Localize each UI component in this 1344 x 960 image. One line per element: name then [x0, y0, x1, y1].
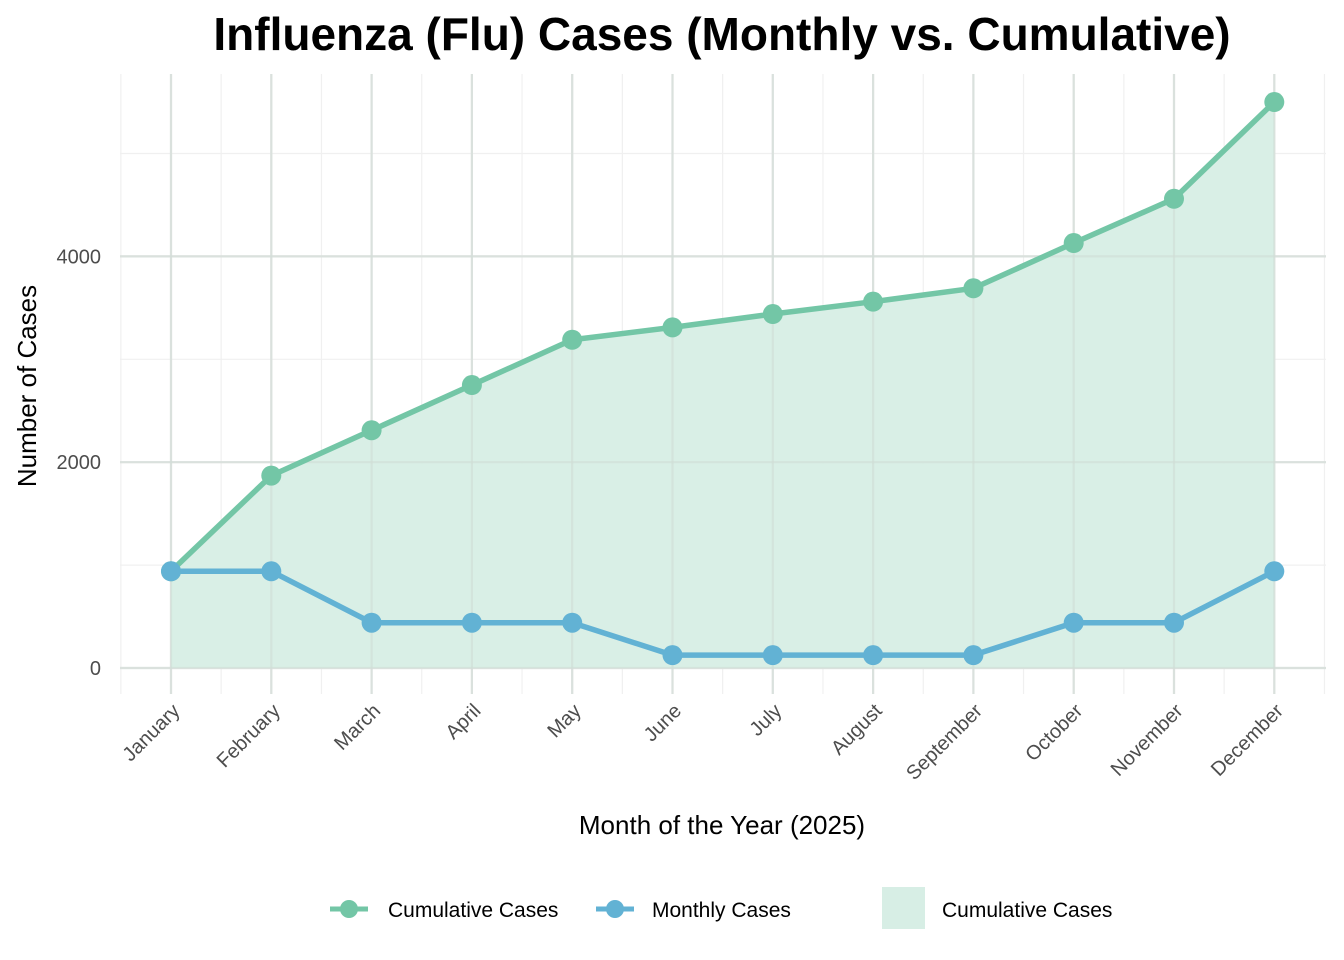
legend-item-cumulative-fill: Cumulative Cases [882, 887, 1112, 929]
data-point-cumulative-cases [1264, 92, 1285, 113]
data-point-cumulative-cases [562, 329, 583, 350]
legend-key-point [606, 900, 624, 918]
data-point-monthly-cases [261, 561, 282, 582]
data-point-cumulative-cases [963, 278, 984, 299]
y-tick-label: 0 [90, 658, 101, 680]
data-point-monthly-cases [461, 612, 482, 633]
legend-label: Cumulative Cases [388, 899, 558, 922]
series-line-monthly-cases [168, 568, 1278, 658]
y-tick-label: 2000 [57, 452, 102, 474]
legend-item-cumulative-line: Cumulative Cases [330, 899, 558, 922]
legend-key-point [340, 900, 358, 918]
y-tick-label: 4000 [57, 246, 102, 268]
data-point-cumulative-cases [1063, 233, 1084, 254]
data-point-monthly-cases [562, 612, 583, 633]
data-point-cumulative-cases [762, 304, 783, 325]
data-point-cumulative-cases [1164, 188, 1184, 209]
data-point-monthly-cases [662, 645, 683, 666]
data-point-cumulative-cases [863, 291, 884, 312]
data-point-cumulative-cases [461, 375, 482, 396]
legend-label: Cumulative Cases [942, 899, 1112, 922]
data-point-monthly-cases [361, 612, 382, 633]
series-area-cumulative [171, 102, 1275, 669]
data-point-monthly-cases [963, 645, 984, 666]
x-axis-title: Month of the Year (2025) [579, 810, 865, 840]
legend: Cumulative Cases Monthly Cases Cumulativ… [330, 887, 1112, 929]
lines-layer [168, 99, 1278, 658]
data-point-cumulative-cases [261, 465, 282, 486]
data-point-monthly-cases [1264, 561, 1285, 582]
data-point-monthly-cases [1063, 612, 1084, 633]
data-point-monthly-cases [863, 645, 884, 666]
legend-item-monthly-line: Monthly Cases [596, 899, 791, 922]
data-point-cumulative-cases [361, 420, 382, 441]
series-line-cumulative-cases [168, 99, 1278, 575]
data-point-monthly-cases [1164, 612, 1184, 633]
data-point-monthly-cases [161, 561, 181, 582]
data-point-monthly-cases [762, 645, 783, 666]
chart-title: Influenza (Flu) Cases (Monthly vs. Cumul… [213, 8, 1230, 60]
legend-key-fill [882, 887, 925, 929]
y-axis: 0 2000 4000 [57, 246, 102, 680]
legend-label: Monthly Cases [652, 899, 791, 922]
data-point-cumulative-cases [662, 317, 683, 338]
y-axis-title: Number of Cases [12, 285, 42, 487]
area-layer [120, 74, 1326, 694]
points-layer [161, 92, 1285, 666]
